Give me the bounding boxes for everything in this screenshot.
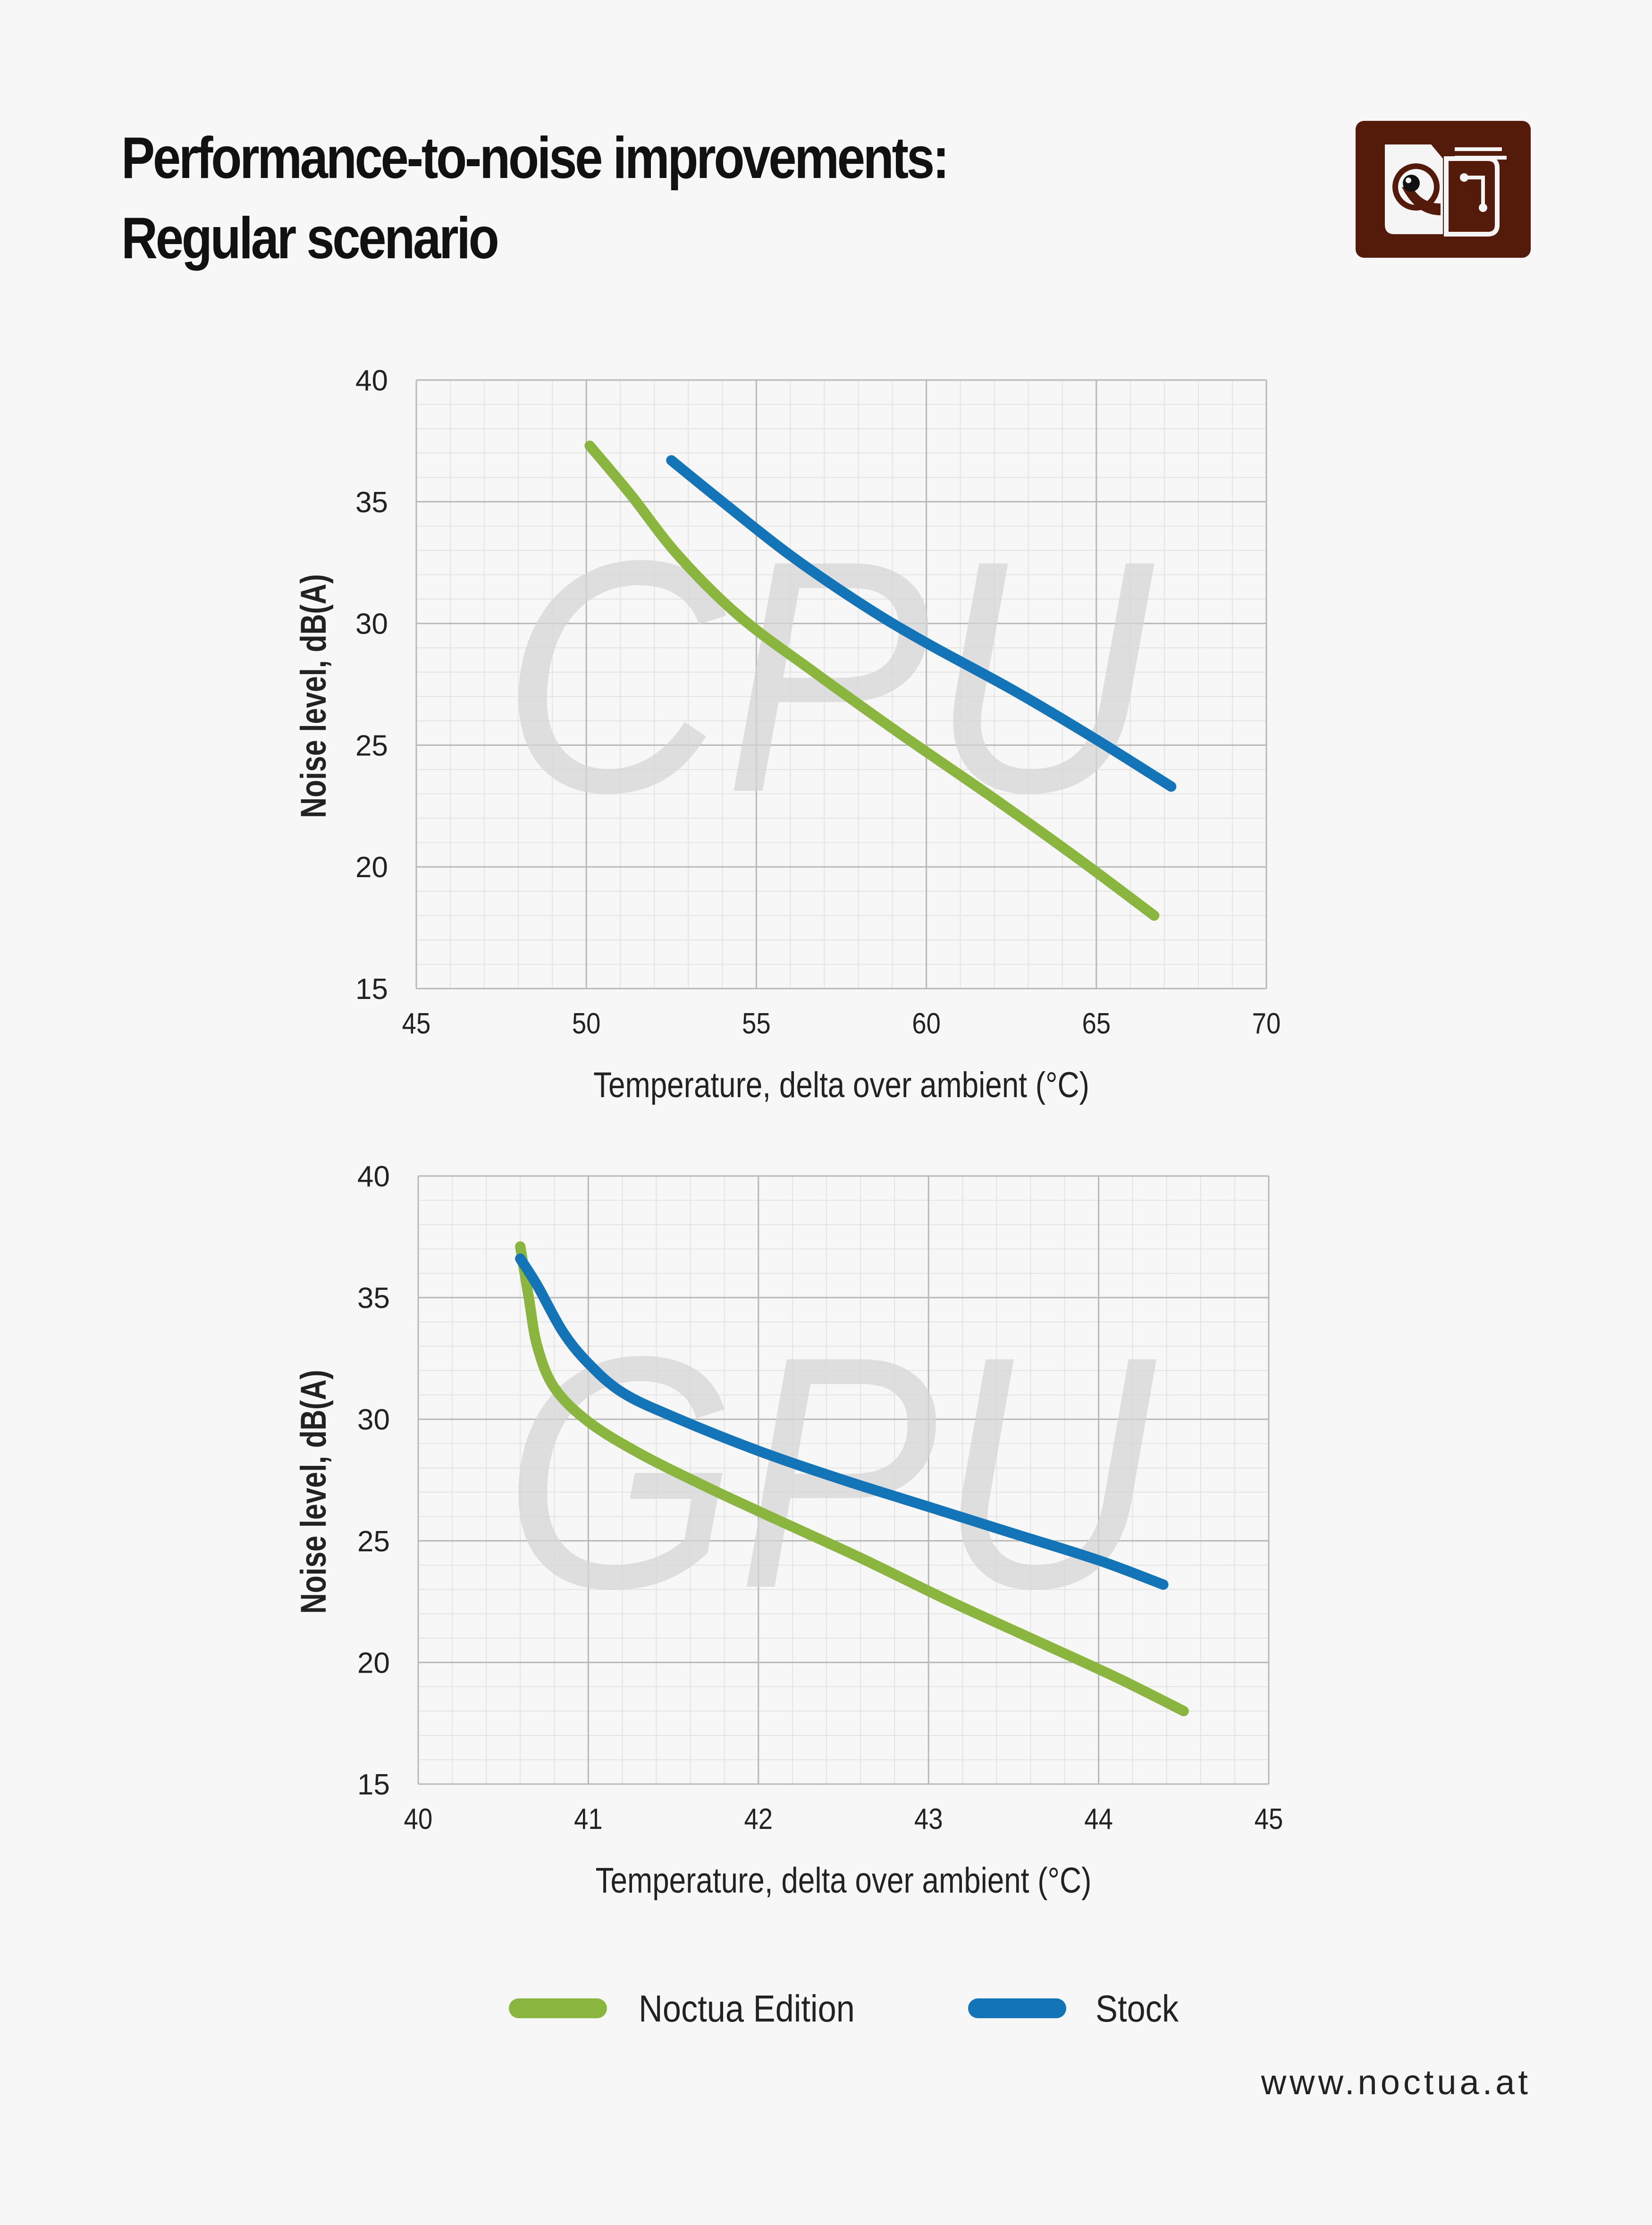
legend-label-noctua-edition: Noctua Edition [639,1988,855,2030]
legend-label-stock: Stock [1096,1988,1179,2030]
legend: Noctua Edition Stock [0,1986,1652,2038]
chart-2-y-tick-label: 25 [357,1525,390,1558]
chart-2-y-tick-label: 20 [357,1647,390,1679]
legend-swatch-stock [968,1998,1066,2018]
chart-2-x-tick-label: 43 [914,1803,943,1836]
chart-1-y-tick-label: 30 [355,608,388,641]
chart-1-x-tick-label: 45 [402,1007,431,1040]
chart-1-x-tick-label: 55 [742,1007,771,1040]
chart-1-x-tick-label: 70 [1252,1007,1281,1040]
chart-1-y-tick-label: 25 [355,729,388,762]
footer-url[interactable]: www.noctua.at [1261,2063,1531,2102]
chart-2-series-noctua-edition-line [515,1241,1189,1717]
chart-2-x-tick-label: 44 [1084,1803,1113,1836]
chart-1-x-tick-label: 50 [572,1007,601,1040]
page-title-line-1: Performance-to-noise improvements: [121,126,949,191]
chart-2-x-tick-label: 42 [744,1803,773,1836]
chart-1-watermark: CPU [502,492,1157,861]
chart-1-y-tick-label: 40 [355,364,388,397]
chart-2-y-axis-label: Noise level, dB(A) [294,1370,334,1614]
chart-2-x-axis-label: Temperature, delta over ambient (°C) [596,1860,1092,1901]
chart-2-x-tick-label: 45 [1255,1803,1283,1836]
page-title: Performance-to-noise improvements: Regul… [121,118,949,279]
chart-1-x-tick-label: 65 [1082,1007,1111,1040]
chart-2-y-tick-label: 40 [357,1160,390,1193]
chart-2-y-tick-label: 15 [357,1768,390,1801]
chart-2-y-tick-label: 30 [357,1404,390,1436]
page-title-line-2: Regular scenario [121,206,499,271]
chart-1-x-tick-label: 60 [912,1007,941,1040]
chart-1-x-axis-label: Temperature, delta over ambient (°C) [593,1065,1089,1105]
chart-1-y-tick-label: 15 [355,973,388,1006]
chart-1-y-tick-label: 20 [355,851,388,884]
chart-1-y-tick-label: 35 [355,486,388,519]
chart-1-y-axis-label: Noise level, dB(A) [294,574,334,818]
chart-2-x-tick-label: 41 [574,1803,603,1836]
chart-2-x-tick-label: 40 [404,1803,433,1836]
chart-2-y-tick-label: 35 [357,1282,390,1315]
chart-1-series-noctua-edition-line [584,440,1160,921]
noctua-logo-icon [1356,121,1531,258]
chart-1-series-stock-line [666,455,1177,792]
legend-swatch-noctua-edition [509,1998,607,2018]
chart-2-series-stock-line [515,1253,1169,1590]
